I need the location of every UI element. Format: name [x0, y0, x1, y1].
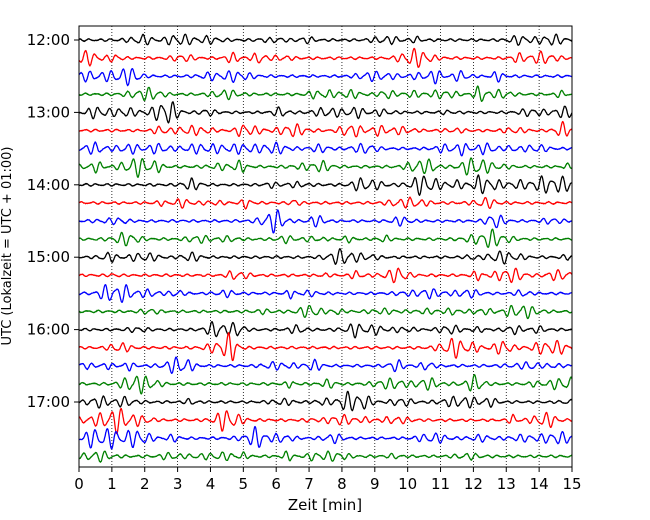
plot-frame: [78, 25, 573, 468]
x-axis: 0 1 2 3 4 5 6 7 8 9 10 11 12 13 14 15: [74, 467, 582, 493]
x-axis-label: Zeit [min]: [288, 496, 362, 514]
trace-line: [78, 321, 573, 339]
y-tick-label: 16:00: [27, 321, 70, 339]
x-tick-label: 3: [173, 475, 183, 493]
trace-line: [78, 228, 573, 248]
trace-line: [78, 101, 573, 124]
x-tick-label: 2: [140, 475, 150, 493]
x-tick-label: 11: [431, 475, 450, 493]
y-tick-label: 13:00: [27, 103, 70, 121]
trace-line: [78, 209, 573, 234]
x-tick-label: 8: [337, 475, 347, 493]
trace-line: [78, 141, 573, 157]
y-tick-label: 17:00: [27, 393, 70, 411]
trace-line: [78, 284, 573, 303]
y-tick-label: 12:00: [27, 31, 70, 49]
x-tick-label: 1: [107, 475, 117, 493]
trace-line: [78, 47, 573, 68]
trace-line: [78, 33, 573, 46]
x-tick-label: 12: [464, 475, 483, 493]
trace-line: [78, 196, 573, 210]
x-tick-label: 4: [206, 475, 216, 493]
trace-line: [78, 267, 573, 284]
x-tick-label: 0: [74, 475, 84, 493]
seismic-traces: [78, 33, 573, 463]
trace-line: [78, 248, 573, 265]
x-tick-label: 15: [562, 475, 581, 493]
x-tick-label: 5: [239, 475, 249, 493]
x-tick-label: 10: [398, 475, 417, 493]
trace-line: [78, 120, 573, 138]
x-tick-label: 9: [370, 475, 380, 493]
trace-line: [78, 390, 573, 412]
trace-line: [78, 425, 573, 450]
trace-line: [78, 356, 573, 374]
trace-line: [78, 450, 573, 463]
trace-line: [78, 174, 573, 196]
trace-line: [78, 374, 573, 395]
x-tick-label: 14: [530, 475, 549, 493]
trace-line: [78, 157, 573, 178]
y-axis-label: UTC (Lokalzeit = UTC + 01:00): [0, 147, 15, 346]
trace-line: [78, 67, 573, 87]
trace-line: [78, 85, 573, 102]
x-tick-label: 6: [271, 475, 281, 493]
trace-line: [78, 407, 573, 435]
y-axis: 12:00 13:00 14:00 15:00 16:00 17:00: [27, 31, 79, 411]
y-tick-label: 14:00: [27, 176, 70, 194]
trace-line: [78, 332, 573, 362]
x-tick-label: 13: [497, 475, 516, 493]
trace-line: [78, 304, 573, 320]
y-tick-label: 15:00: [27, 248, 70, 266]
x-tick-label: 7: [304, 475, 314, 493]
